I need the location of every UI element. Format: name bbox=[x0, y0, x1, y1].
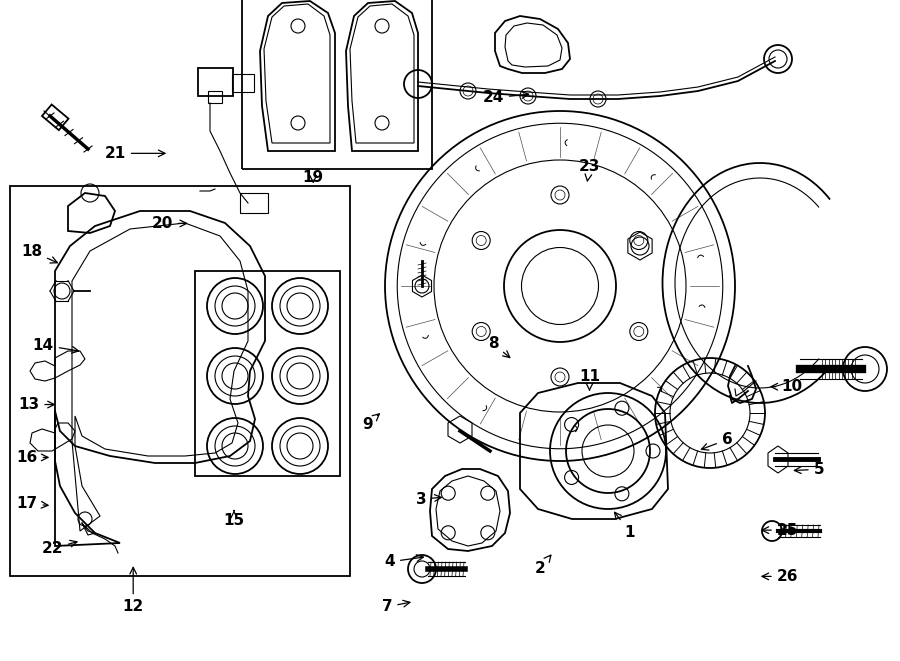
Bar bbox=[42, 104, 68, 130]
Text: 25: 25 bbox=[762, 523, 798, 537]
Text: 12: 12 bbox=[122, 567, 144, 614]
Bar bbox=[242, 0, 432, 169]
Text: 5: 5 bbox=[795, 462, 824, 477]
Text: 22: 22 bbox=[41, 540, 77, 556]
Text: 15: 15 bbox=[223, 510, 245, 528]
Text: 13: 13 bbox=[18, 397, 54, 412]
Bar bbox=[195, 271, 340, 476]
Text: 1: 1 bbox=[615, 512, 635, 539]
Bar bbox=[240, 193, 268, 213]
Bar bbox=[232, 74, 254, 92]
Text: 17: 17 bbox=[16, 496, 48, 511]
Bar bbox=[10, 186, 350, 576]
Text: 11: 11 bbox=[579, 369, 600, 390]
Text: 14: 14 bbox=[32, 338, 78, 353]
Text: 10: 10 bbox=[771, 379, 803, 394]
Text: 19: 19 bbox=[302, 170, 324, 184]
Text: 2: 2 bbox=[535, 555, 551, 576]
Text: 18: 18 bbox=[21, 244, 58, 263]
Text: 9: 9 bbox=[362, 414, 379, 432]
Text: 3: 3 bbox=[416, 492, 441, 506]
Text: 7: 7 bbox=[382, 600, 410, 614]
Text: 21: 21 bbox=[104, 146, 165, 161]
Text: 8: 8 bbox=[488, 336, 509, 358]
Bar bbox=[208, 91, 222, 103]
Bar bbox=[198, 68, 233, 96]
Text: 6: 6 bbox=[701, 432, 733, 450]
Text: 26: 26 bbox=[762, 569, 798, 584]
Text: 20: 20 bbox=[151, 216, 186, 231]
Text: 16: 16 bbox=[16, 450, 48, 465]
Text: 23: 23 bbox=[579, 159, 600, 181]
Text: 4: 4 bbox=[384, 555, 423, 569]
Text: 24: 24 bbox=[482, 91, 528, 105]
